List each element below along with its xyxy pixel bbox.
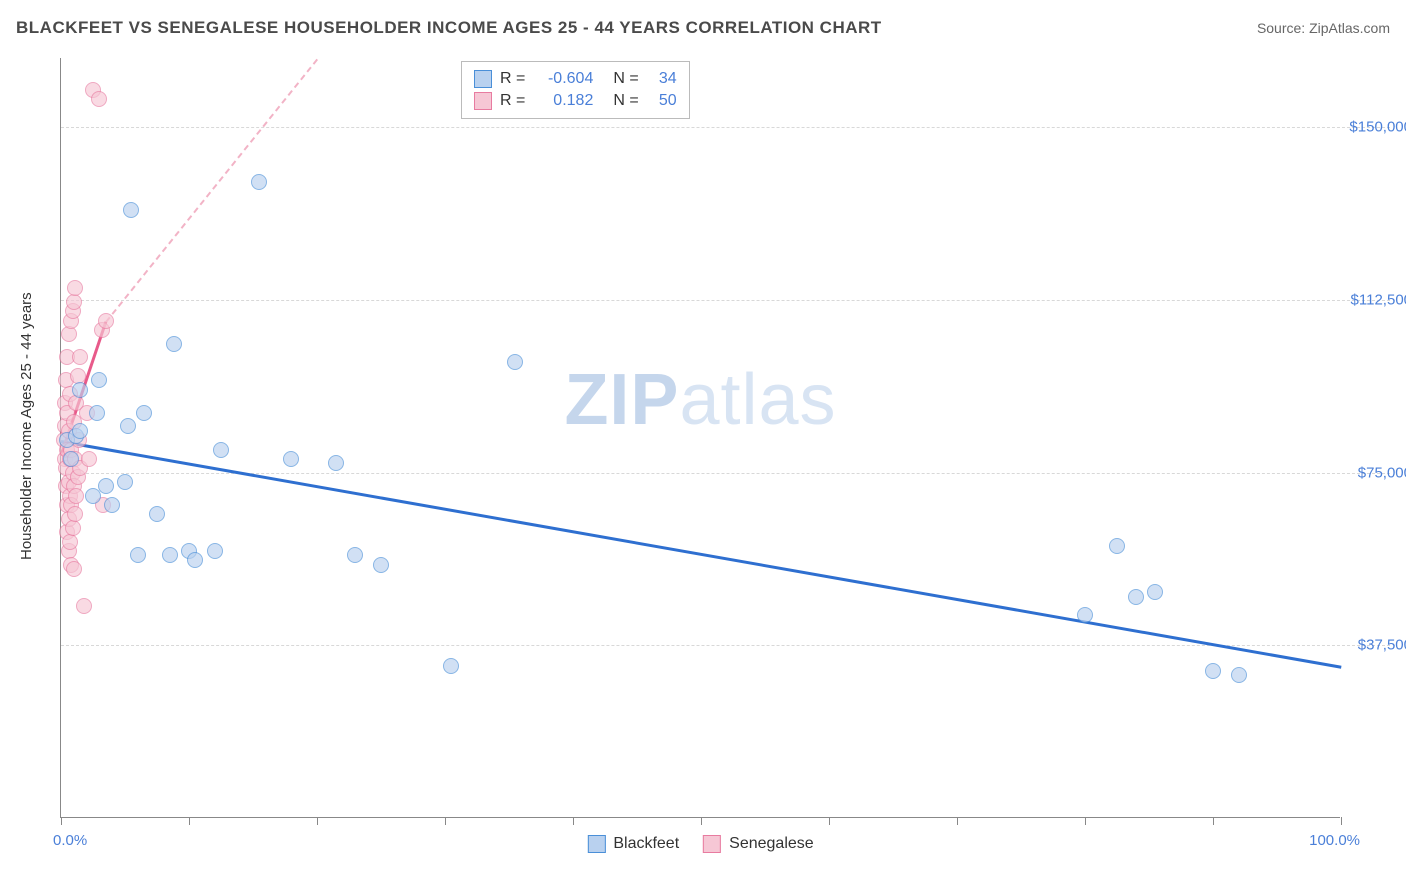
data-point (166, 336, 182, 352)
data-point (213, 442, 229, 458)
data-point (117, 474, 133, 490)
data-point (136, 405, 152, 421)
data-point (1205, 663, 1221, 679)
data-point (283, 451, 299, 467)
gridline (61, 645, 1390, 646)
watermark-light: atlas (679, 360, 836, 440)
r-value-blackfeet: -0.604 (533, 70, 593, 88)
x-tick (61, 817, 62, 825)
legend-label-blackfeet: Blackfeet (613, 835, 679, 853)
data-point (67, 280, 83, 296)
n-label-2: N = (613, 92, 638, 110)
swatch-senegalese (474, 92, 492, 110)
source-attribution: Source: ZipAtlas.com (1257, 20, 1390, 36)
trend-line (61, 440, 1342, 669)
series-legend: Blackfeet Senegalese (587, 835, 813, 853)
data-point (251, 174, 267, 190)
data-point (347, 547, 363, 563)
data-point (66, 294, 82, 310)
x-tick (1341, 817, 1342, 825)
data-point (507, 354, 523, 370)
gridline (61, 473, 1390, 474)
x-axis-min-label: 0.0% (53, 832, 87, 849)
swatch-senegalese-bottom (703, 835, 721, 853)
chart-container: BLACKFEET VS SENEGALESE HOUSEHOLDER INCO… (0, 0, 1406, 892)
data-point (1109, 538, 1125, 554)
data-point (207, 543, 223, 559)
data-point (120, 418, 136, 434)
correlation-legend: R = -0.604 N = 34 R = 0.182 N = 50 (461, 61, 690, 119)
gridline (61, 300, 1390, 301)
n-label: N = (613, 70, 638, 88)
data-point (104, 497, 120, 513)
x-tick (1213, 817, 1214, 825)
x-tick (189, 817, 190, 825)
chart-title: BLACKFEET VS SENEGALESE HOUSEHOLDER INCO… (16, 18, 882, 38)
swatch-blackfeet (474, 70, 492, 88)
n-value-senegalese: 50 (647, 92, 677, 110)
legend-item-blackfeet: Blackfeet (587, 835, 679, 853)
data-point (149, 506, 165, 522)
data-point (1147, 584, 1163, 600)
data-point (89, 405, 105, 421)
y-tick-label: $75,000 (1358, 464, 1406, 481)
data-point (98, 313, 114, 329)
data-point (72, 349, 88, 365)
legend-item-senegalese: Senegalese (703, 835, 814, 853)
data-point (130, 547, 146, 563)
r-value-senegalese: 0.182 (533, 92, 593, 110)
data-point (67, 506, 83, 522)
x-axis-max-label: 100.0% (1309, 832, 1360, 849)
data-point (91, 91, 107, 107)
data-point (1231, 667, 1247, 683)
data-point (162, 547, 178, 563)
data-point (62, 534, 78, 550)
legend-label-senegalese: Senegalese (729, 835, 814, 853)
header: BLACKFEET VS SENEGALESE HOUSEHOLDER INCO… (16, 18, 1390, 38)
n-value-blackfeet: 34 (647, 70, 677, 88)
data-point (76, 598, 92, 614)
trend-line-dashed (105, 58, 318, 322)
data-point (123, 202, 139, 218)
r-label: R = (500, 70, 525, 88)
data-point (443, 658, 459, 674)
y-axis-label: Householder Income Ages 25 - 44 years (18, 292, 35, 560)
x-tick (317, 817, 318, 825)
data-point (63, 451, 79, 467)
x-tick (445, 817, 446, 825)
data-point (72, 382, 88, 398)
data-point (373, 557, 389, 573)
data-point (1128, 589, 1144, 605)
x-tick (829, 817, 830, 825)
r-label-2: R = (500, 92, 525, 110)
swatch-blackfeet-bottom (587, 835, 605, 853)
data-point (328, 455, 344, 471)
plot-area: ZIPatlas R = -0.604 N = 34 R = 0.182 N =… (60, 58, 1340, 818)
data-point (187, 552, 203, 568)
data-point (72, 423, 88, 439)
x-tick (1085, 817, 1086, 825)
x-tick (957, 817, 958, 825)
x-tick (701, 817, 702, 825)
data-point (65, 520, 81, 536)
y-tick-label: $112,500 (1351, 291, 1406, 308)
data-point (61, 326, 77, 342)
data-point (98, 478, 114, 494)
y-tick-label: $37,500 (1358, 637, 1406, 654)
data-point (91, 372, 107, 388)
data-point (81, 451, 97, 467)
x-tick (573, 817, 574, 825)
watermark: ZIPatlas (564, 359, 836, 441)
legend-row-blackfeet: R = -0.604 N = 34 (474, 68, 677, 90)
data-point (1077, 607, 1093, 623)
watermark-bold: ZIP (564, 360, 679, 440)
data-point (66, 561, 82, 577)
legend-row-senegalese: R = 0.182 N = 50 (474, 90, 677, 112)
y-tick-label: $150,000 (1349, 119, 1406, 136)
data-point (68, 488, 84, 504)
